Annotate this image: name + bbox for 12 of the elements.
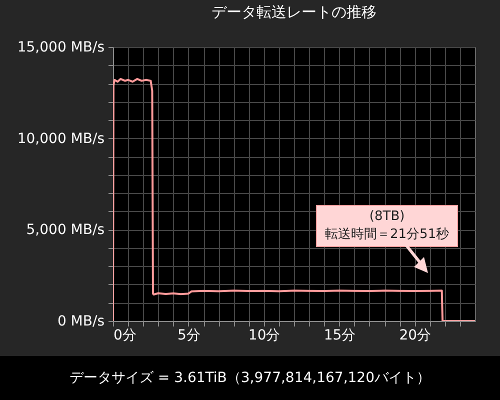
y-tick-label: 0 MB/s <box>57 314 104 330</box>
x-tick-label: 10分 <box>248 328 280 344</box>
x-tick-label: 20分 <box>399 328 432 344</box>
annotation: (8TB) 転送時間＝21分51秒 <box>316 205 458 247</box>
x-tick-label: 5分 <box>177 328 200 344</box>
x-tick-label: 15分 <box>324 328 356 344</box>
text: データサイズ = 3.61TiB（3,977,814,167,120バイト） <box>0 356 500 400</box>
y-tick-label: 5,000 MB/s <box>26 222 104 238</box>
x-tick-label: 0分 <box>114 328 136 344</box>
y-tick-label: 15,000 MB/s <box>17 40 104 56</box>
y-tick-label: 10,000 MB/s <box>17 130 104 147</box>
chart-title: データ転送レートの推移 <box>212 3 376 21</box>
